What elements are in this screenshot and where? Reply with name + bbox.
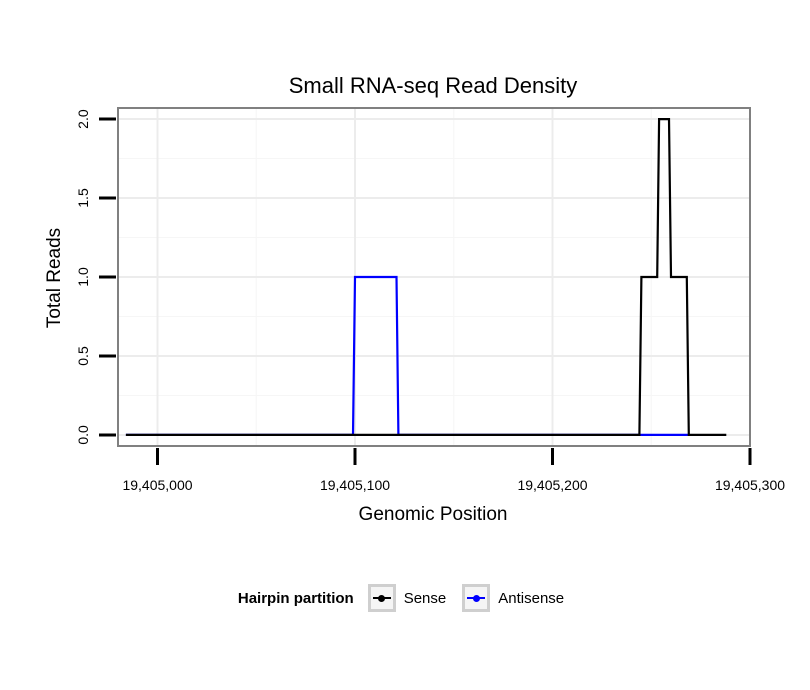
legend-label-sense: Sense <box>403 589 447 607</box>
y-tick-label: 1.0 <box>75 267 91 287</box>
y-tick-label: 0.5 <box>75 346 91 366</box>
axes: 19,405,000 19,405,100 19,405,200 19,405,300… <box>75 109 785 493</box>
legend-key-sense <box>367 584 396 612</box>
y-tick-label: 1.5 <box>75 188 91 208</box>
panel-border <box>117 107 751 447</box>
legend: Hairpin partition Sense Antisense <box>0 578 810 618</box>
x-tick-label: 19,405,100 <box>320 477 390 493</box>
x-tick-label: 19,405,300 <box>715 477 785 493</box>
x-tick-label: 19,405,200 <box>517 477 587 493</box>
x-axis-title: Genomic Position <box>359 504 508 525</box>
legend-label-antisense: Antisense <box>498 589 565 607</box>
legend-title: Hairpin partition <box>237 589 354 607</box>
legend-key-antisense <box>462 584 491 612</box>
y-axis-title: Total Reads <box>44 228 65 328</box>
chart-title: Small RNA-seq Read Density <box>289 73 578 98</box>
y-tick-label: 2.0 <box>75 109 91 129</box>
y-tick-label: 0.0 <box>75 425 91 445</box>
series-lines <box>125 117 727 436</box>
series-line-sense <box>125 117 727 436</box>
x-tick-label: 19,405,000 <box>122 477 192 493</box>
